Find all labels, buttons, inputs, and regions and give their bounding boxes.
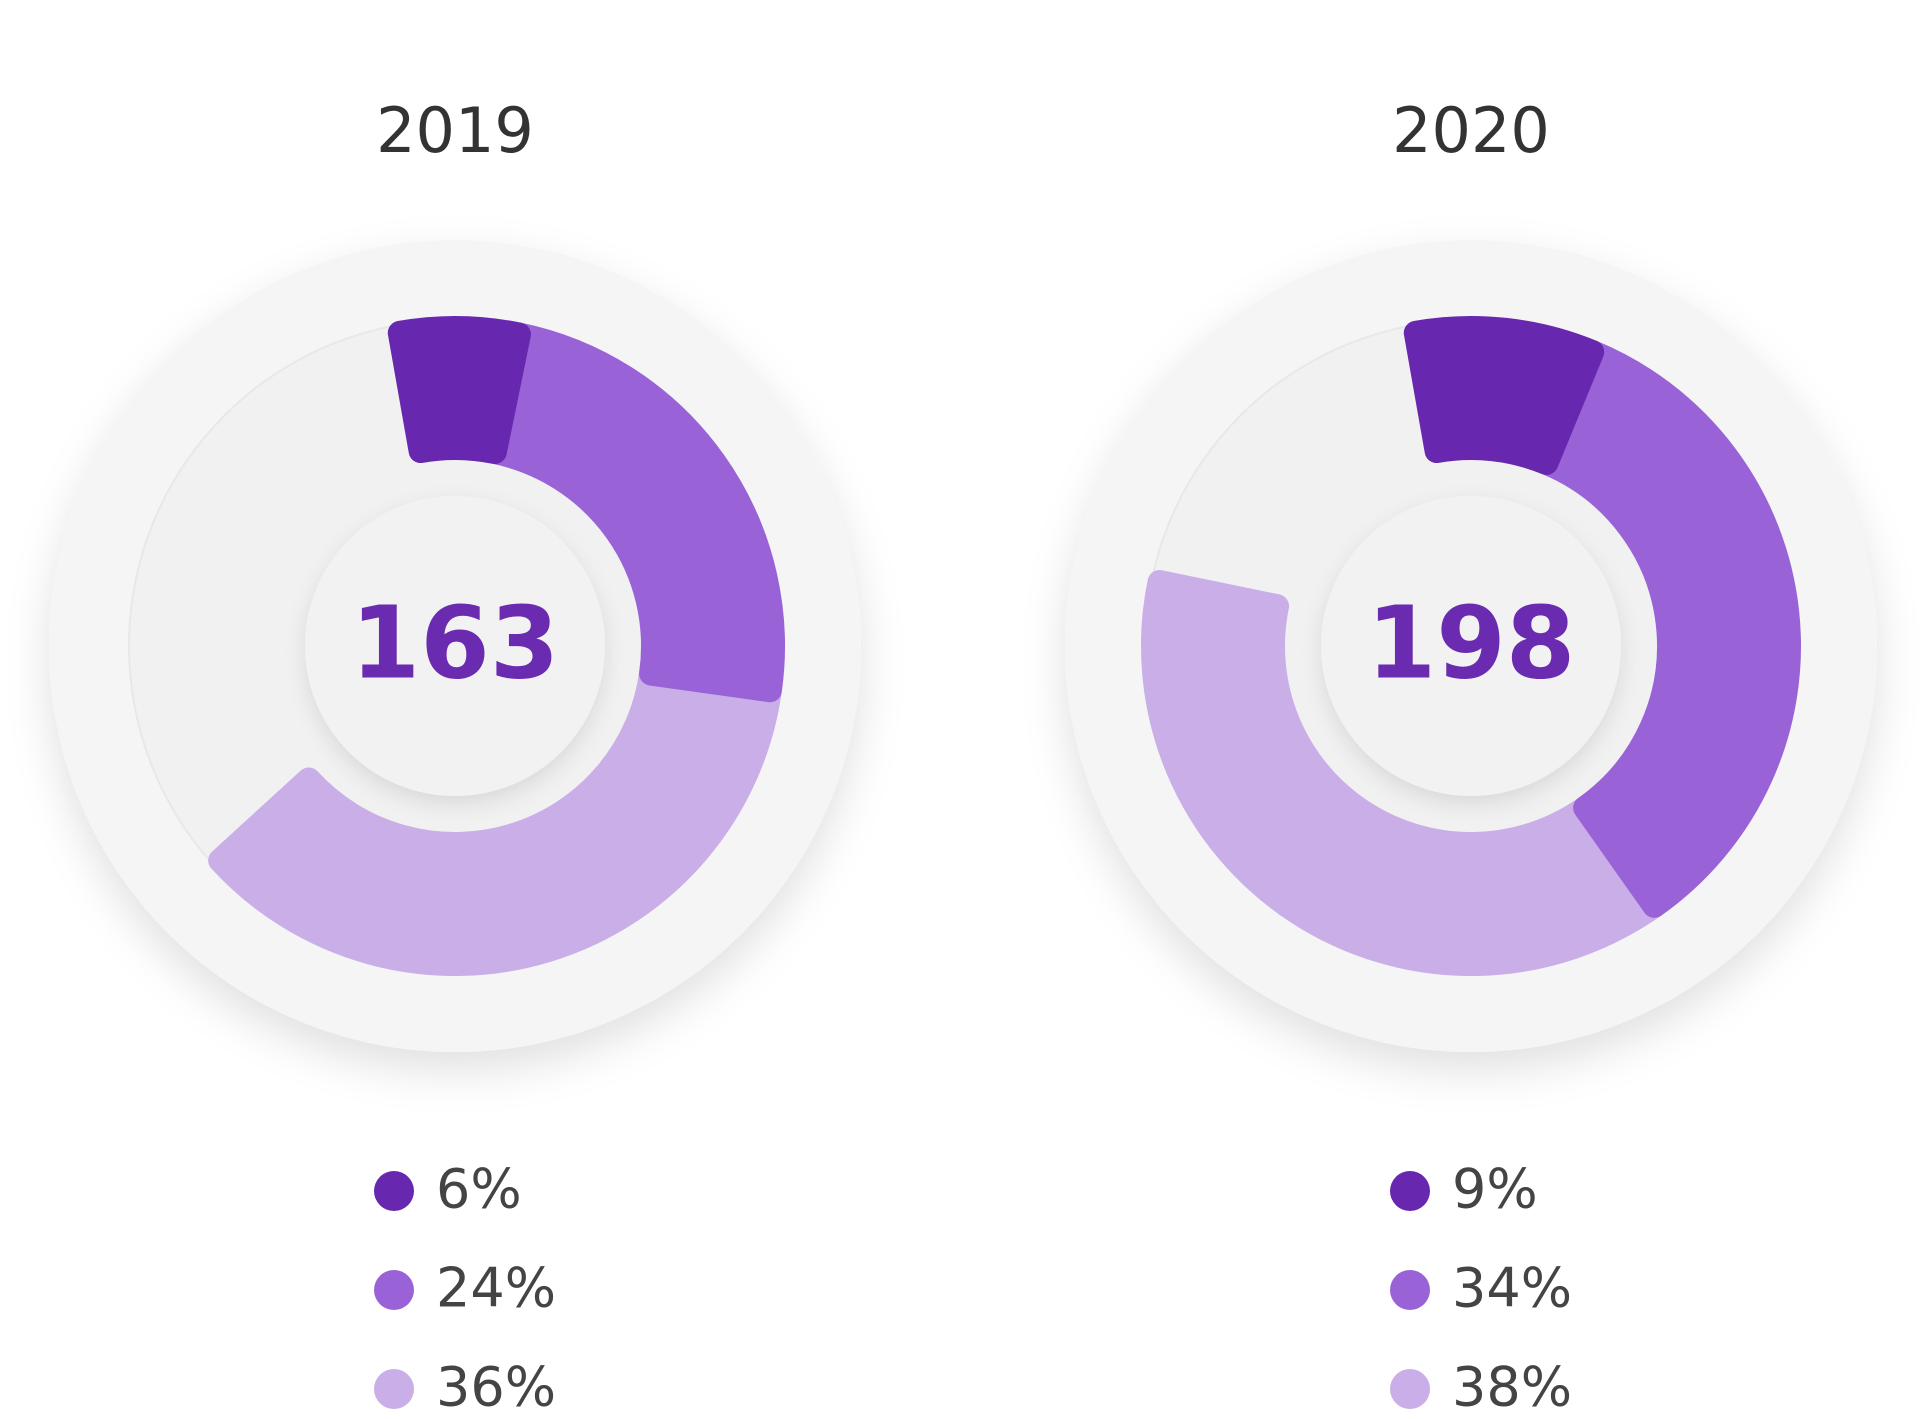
donut-segment (387, 316, 531, 465)
donut-segment (482, 322, 785, 703)
legend-marker (374, 1171, 414, 1211)
center-value: 163 (351, 584, 560, 701)
legend-label: 36% (436, 1356, 556, 1419)
center-value: 198 (1367, 584, 1576, 701)
legend-label: 34% (1452, 1257, 1572, 1320)
legend-marker (374, 1270, 414, 1310)
legend-label: 24% (436, 1257, 556, 1320)
legend-label: 38% (1452, 1356, 1572, 1419)
donut-segment (1141, 570, 1667, 976)
legend-label: 9% (1452, 1158, 1538, 1221)
legend-marker (374, 1369, 414, 1409)
legend-marker (1390, 1369, 1430, 1409)
chart-title: 2020 (1392, 94, 1550, 167)
legend-label: 6% (436, 1158, 522, 1221)
legend-marker (1390, 1270, 1430, 1310)
inner-circle (305, 496, 605, 796)
inner-circle (1321, 496, 1621, 796)
donut-segment (208, 661, 782, 976)
donut-segment (1403, 316, 1605, 475)
donut-segment (1534, 339, 1801, 918)
legend-marker (1390, 1171, 1430, 1211)
chart-title: 2019 (376, 94, 534, 167)
